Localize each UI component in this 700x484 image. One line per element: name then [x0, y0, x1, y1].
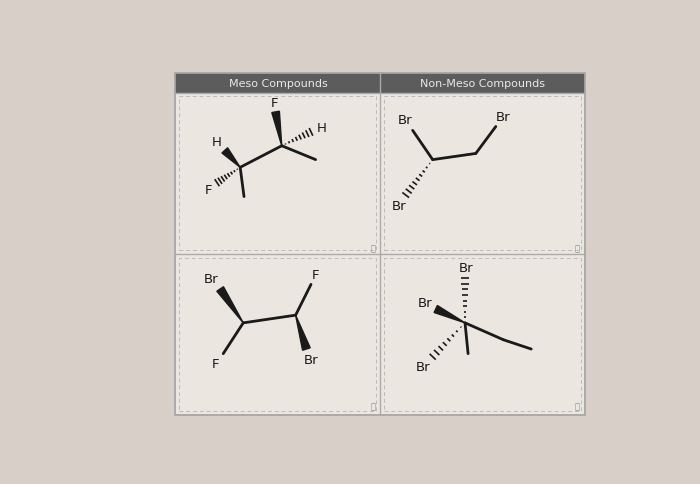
- Text: Br: Br: [304, 353, 318, 366]
- Text: F: F: [270, 97, 278, 110]
- Text: ⤢: ⤢: [370, 244, 375, 253]
- Bar: [176, 74, 380, 93]
- Text: F: F: [212, 357, 219, 370]
- Text: Meso Compounds: Meso Compounds: [228, 78, 328, 89]
- Text: H: H: [317, 121, 327, 135]
- Bar: [176, 74, 585, 415]
- Bar: [384, 258, 581, 411]
- Polygon shape: [217, 287, 244, 323]
- Bar: [384, 97, 581, 251]
- Text: Br: Br: [415, 361, 430, 374]
- Text: ⤢: ⤢: [575, 244, 580, 253]
- Text: Br: Br: [391, 200, 406, 213]
- Text: F: F: [312, 268, 319, 281]
- Text: Br: Br: [204, 273, 218, 286]
- Text: ⤢: ⤢: [575, 402, 580, 410]
- Polygon shape: [434, 306, 465, 323]
- Bar: [179, 97, 377, 251]
- Polygon shape: [295, 316, 310, 350]
- Text: Br: Br: [398, 114, 412, 127]
- Text: Non-Meso Compounds: Non-Meso Compounds: [420, 78, 545, 89]
- Text: ⤢: ⤢: [370, 402, 375, 410]
- Bar: [380, 74, 585, 93]
- Polygon shape: [272, 112, 281, 147]
- Text: Br: Br: [496, 111, 510, 124]
- Text: H: H: [212, 136, 222, 148]
- Polygon shape: [222, 149, 240, 168]
- Bar: [179, 258, 377, 411]
- Text: F: F: [205, 184, 212, 197]
- Text: Br: Br: [418, 297, 433, 310]
- Text: Br: Br: [459, 261, 474, 274]
